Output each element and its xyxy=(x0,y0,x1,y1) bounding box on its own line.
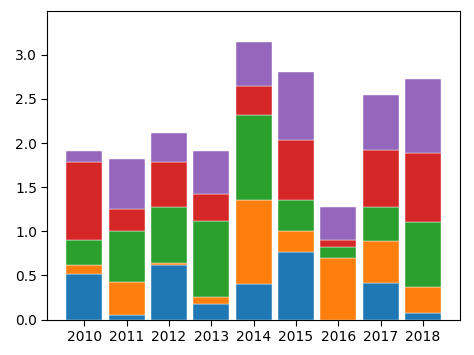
Bar xyxy=(151,162,187,207)
Bar xyxy=(109,282,145,315)
Bar xyxy=(193,221,229,297)
Bar xyxy=(363,207,399,241)
Bar xyxy=(405,287,441,313)
Bar xyxy=(278,200,314,231)
Bar xyxy=(320,207,356,240)
Bar xyxy=(66,163,102,240)
Bar xyxy=(193,151,229,194)
Bar xyxy=(193,194,229,221)
Bar xyxy=(236,42,272,86)
Bar xyxy=(151,133,187,162)
Bar xyxy=(405,153,441,223)
Bar xyxy=(278,140,314,200)
Bar xyxy=(109,231,145,282)
Bar xyxy=(66,274,102,320)
Bar xyxy=(405,313,441,320)
Bar xyxy=(278,252,314,320)
Bar xyxy=(278,72,314,140)
Bar xyxy=(151,207,187,263)
Bar xyxy=(363,95,399,150)
Bar xyxy=(109,159,145,209)
Bar xyxy=(278,231,314,252)
Bar xyxy=(236,115,272,200)
Bar xyxy=(236,200,272,284)
Bar xyxy=(363,241,399,283)
Bar xyxy=(66,240,102,265)
Bar xyxy=(109,315,145,320)
Bar xyxy=(405,223,441,287)
Bar xyxy=(193,305,229,320)
Bar xyxy=(236,284,272,320)
Bar xyxy=(405,80,441,153)
Bar xyxy=(66,151,102,163)
Bar xyxy=(151,265,187,320)
Bar xyxy=(66,265,102,274)
Bar xyxy=(151,263,187,265)
Bar xyxy=(363,150,399,207)
Bar xyxy=(236,86,272,115)
Bar xyxy=(320,247,356,258)
Bar xyxy=(320,240,356,247)
Bar xyxy=(320,258,356,320)
Bar xyxy=(363,283,399,320)
Bar xyxy=(109,209,145,231)
Bar xyxy=(193,297,229,305)
